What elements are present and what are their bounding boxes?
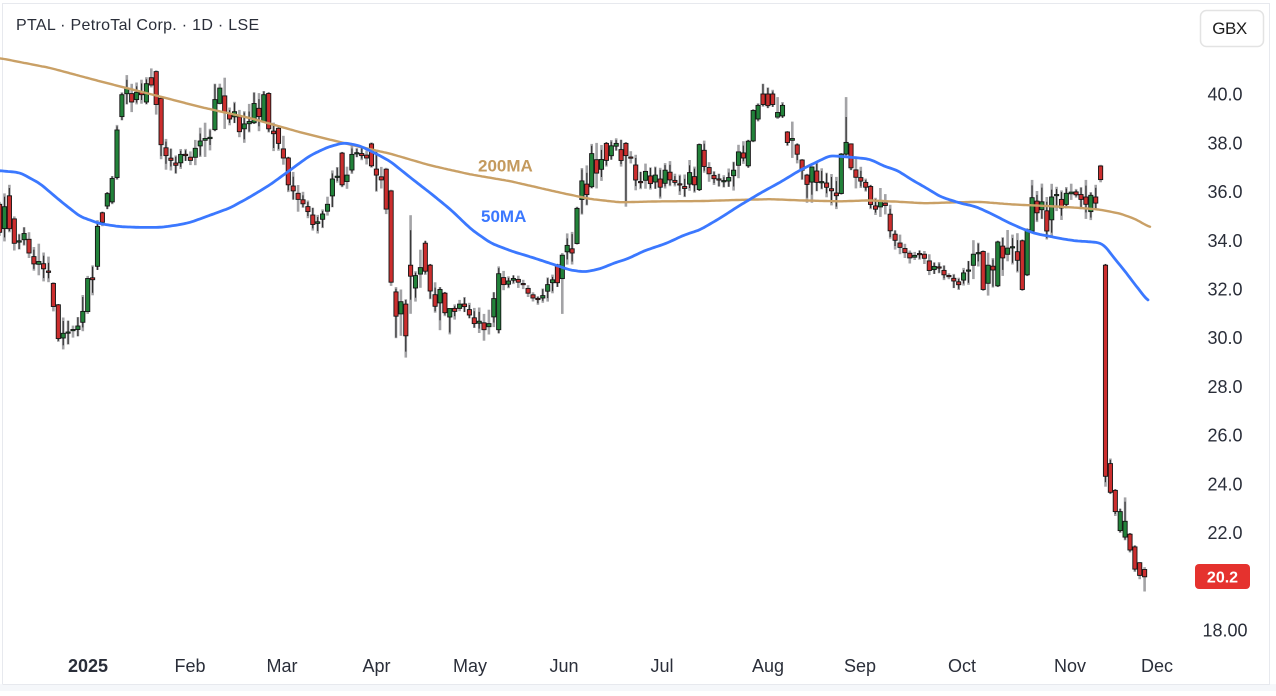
svg-text:50MA: 50MA [481,207,526,226]
svg-text:200MA: 200MA [478,157,533,176]
svg-text:38.0: 38.0 [1207,133,1242,153]
svg-text:28.0: 28.0 [1207,377,1242,397]
svg-text:24.0: 24.0 [1207,474,1242,494]
svg-text:Dec: Dec [1141,656,1173,676]
svg-text:34.0: 34.0 [1207,231,1242,251]
svg-text:18.00: 18.00 [1202,620,1247,640]
svg-text:22.0: 22.0 [1207,523,1242,543]
svg-text:Jul: Jul [650,656,673,676]
svg-text:2025: 2025 [68,656,108,676]
svg-text:32.0: 32.0 [1207,280,1242,300]
svg-text:26.0: 26.0 [1207,426,1242,446]
svg-text:May: May [453,656,487,676]
svg-text:30.0: 30.0 [1207,328,1242,348]
svg-text:PTAL · PetroTal Corp. · 1D · L: PTAL · PetroTal Corp. · 1D · LSE [16,17,259,34]
svg-text:GBX: GBX [1212,19,1247,38]
svg-text:36.0: 36.0 [1207,182,1242,202]
svg-text:Sep: Sep [844,656,876,676]
svg-text:20.2: 20.2 [1207,570,1238,587]
svg-text:Jun: Jun [549,656,578,676]
svg-text:Nov: Nov [1054,656,1086,676]
svg-text:Apr: Apr [362,656,390,676]
svg-text:Feb: Feb [174,656,205,676]
svg-text:Mar: Mar [267,656,298,676]
svg-text:Oct: Oct [948,656,976,676]
svg-text:Aug: Aug [752,656,784,676]
svg-text:40.0: 40.0 [1207,85,1242,105]
